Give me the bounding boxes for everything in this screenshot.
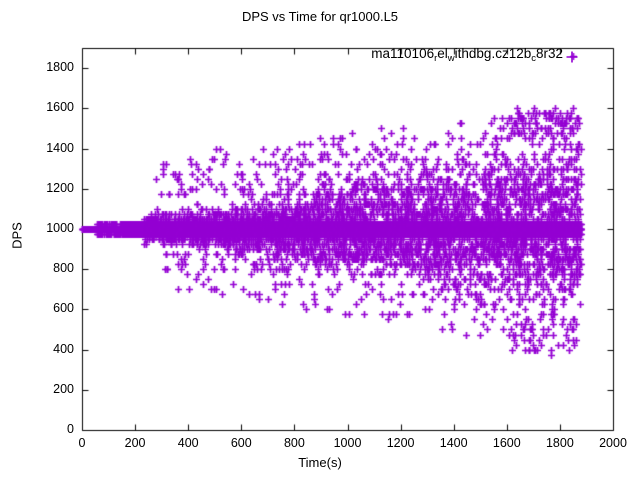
chart-root: DPS vs Time for qr1000.L5 ma110106relwit…	[0, 0, 640, 480]
scatter-plot-canvas	[0, 0, 640, 480]
